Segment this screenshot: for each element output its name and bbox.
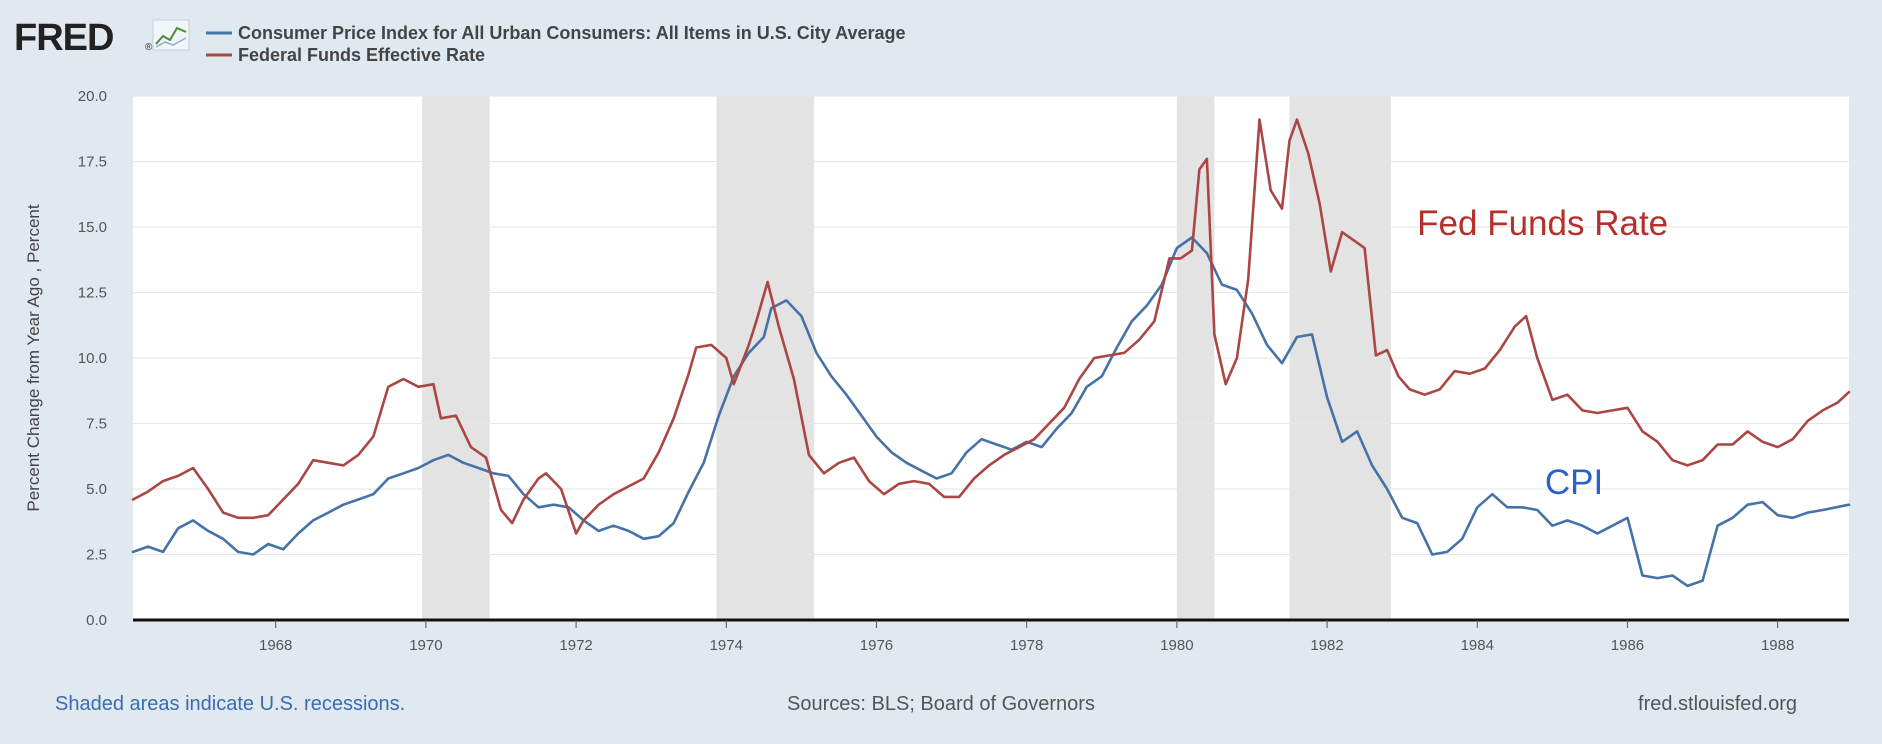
legend-label-fedfunds: Federal Funds Effective Rate <box>238 45 485 65</box>
gridlines <box>133 95 1849 555</box>
x-tick-label: 1976 <box>860 637 893 654</box>
y-tick-label: 5.0 <box>86 481 107 498</box>
data-series <box>131 118 1851 588</box>
annotation-cpi: CPI <box>1545 463 1603 502</box>
recession-note[interactable]: Shaded areas indicate U.S. recessions. <box>55 693 405 715</box>
x-tick-label: 1980 <box>1160 637 1193 654</box>
x-tick-label: 1988 <box>1761 637 1794 654</box>
x-tick-label: 1986 <box>1611 637 1644 654</box>
y-tick-label: 15.0 <box>78 219 107 236</box>
fred-chart-icon <box>152 19 190 51</box>
x-tick-label: 1974 <box>710 637 743 654</box>
y-tick-label: 12.5 <box>78 285 107 302</box>
y-tick-label: 20.0 <box>78 88 107 105</box>
fred-site-link[interactable]: fred.stlouisfed.org <box>1638 693 1797 715</box>
annotations: Fed Funds Rate CPI <box>1417 204 1668 502</box>
x-tick-label: 1972 <box>559 637 592 654</box>
y-tick-label: 2.5 <box>86 547 107 564</box>
fred-logo-text: FRED <box>14 17 113 59</box>
registered-mark: ® <box>145 42 153 53</box>
legend-item-fedfunds[interactable]: Federal Funds Effective Rate <box>206 45 485 65</box>
legend: Consumer Price Index for All Urban Consu… <box>206 23 906 65</box>
y-axis-title: Percent Change from Year Ago , Percent <box>24 204 43 511</box>
x-tick-label: 1978 <box>1010 637 1043 654</box>
x-tick-label: 1984 <box>1461 637 1494 654</box>
legend-label-cpi: Consumer Price Index for All Urban Consu… <box>238 23 906 43</box>
y-tick-label: 10.0 <box>78 350 107 367</box>
y-tick-label: 0.0 <box>86 612 107 629</box>
y-tick-label: 17.5 <box>78 154 107 171</box>
y-tick-label: 7.5 <box>86 416 107 433</box>
x-tick-label: 1968 <box>259 637 292 654</box>
fred-logo[interactable]: FRED ® <box>14 17 190 59</box>
sources-text: Sources: BLS; Board of Governors <box>787 693 1095 715</box>
annotation-fedfunds: Fed Funds Rate <box>1417 204 1668 243</box>
y-axis-ticks: 0.0 2.5 5.0 7.5 10.0 12.5 15.0 17.5 20.0 <box>78 88 107 629</box>
series-line-fedfunds[interactable] <box>131 118 1851 535</box>
x-tick-label: 1982 <box>1310 637 1343 654</box>
series-line-cpi[interactable] <box>131 236 1851 588</box>
legend-item-cpi[interactable]: Consumer Price Index for All Urban Consu… <box>206 23 906 43</box>
x-tick-label: 1970 <box>409 637 442 654</box>
x-axis-ticks: 1968 1970 1972 1974 1976 1978 1980 1982 1984 1986… <box>259 620 1794 654</box>
